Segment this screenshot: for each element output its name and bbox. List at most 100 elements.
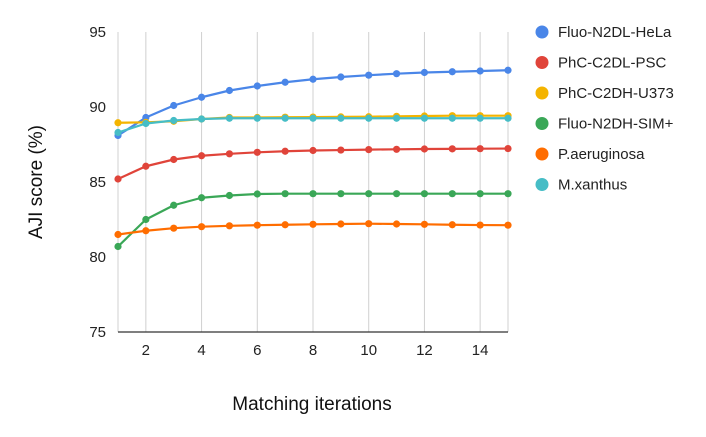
- data-point-PhC-C2DL-PSC-15: [504, 144, 512, 153]
- data-point-M.xanthus-10: [365, 114, 373, 122]
- data-point-M.xanthus-8: [309, 114, 317, 122]
- data-point-P.aeruginosa-13: [448, 221, 456, 229]
- data-point-P.aeruginosa-4: [197, 223, 206, 231]
- data-point-M.xanthus-14: [476, 114, 484, 122]
- data-point-Fluo-N2DL-HeLa-8: [309, 75, 317, 83]
- data-point-Fluo-N2DH-SIM+-10: [365, 190, 373, 198]
- legend-marker-M.xanthus: [535, 178, 549, 191]
- data-point-Fluo-N2DH-SIM+-14: [476, 190, 484, 198]
- data-point-PhC-C2DL-PSC-14: [476, 145, 484, 153]
- data-point-M.xanthus-11: [392, 114, 401, 122]
- data-point-Fluo-N2DL-HeLa-13: [448, 68, 456, 76]
- series-M.xanthus: [114, 114, 512, 137]
- data-point-Fluo-N2DL-HeLa-3: [170, 101, 178, 110]
- data-point-Fluo-N2DL-HeLa-4: [197, 93, 206, 101]
- data-point-P.aeruginosa-8: [309, 220, 317, 228]
- y-tick-label-90: 90: [89, 99, 106, 116]
- x-axis-ticks: 2 4 6 8 10 12 14: [142, 342, 489, 359]
- legend-label-PhC-C2DH-U373: PhC-C2DH-U373: [558, 85, 674, 102]
- series-Fluo-N2DH-SIM+: [114, 190, 512, 251]
- x-tick-label-12: 12: [416, 342, 433, 359]
- data-point-Fluo-N2DH-SIM+-4: [197, 194, 206, 202]
- data-point-M.xanthus-12: [420, 114, 429, 122]
- data-point-PhC-C2DL-PSC-9: [337, 146, 345, 154]
- legend: Fluo-N2DL-HeLa PhC-C2DL-PSC PhC-C2DH-U373 F…: [535, 24, 674, 194]
- y-axis-title: AJI score (%): [26, 125, 47, 239]
- data-point-Fluo-N2DH-SIM+-13: [448, 190, 456, 198]
- data-point-PhC-C2DL-PSC-13: [448, 145, 456, 153]
- data-point-M.xanthus-9: [337, 114, 345, 122]
- data-point-Fluo-N2DH-SIM+-15: [504, 190, 512, 198]
- data-point-M.xanthus-13: [448, 114, 456, 122]
- data-point-Fluo-N2DL-HeLa-10: [365, 71, 373, 79]
- x-tick-label-6: 6: [253, 342, 261, 359]
- x-tick-label-8: 8: [309, 342, 317, 359]
- data-point-Fluo-N2DH-SIM+-9: [337, 190, 345, 198]
- data-point-Fluo-N2DL-HeLa-14: [476, 67, 484, 75]
- data-point-Fluo-N2DH-SIM+-12: [420, 190, 429, 198]
- data-point-P.aeruginosa-9: [337, 220, 345, 228]
- data-point-P.aeruginosa-10: [365, 220, 373, 228]
- legend-label-Fluo-N2DL-HeLa: Fluo-N2DL-HeLa: [558, 24, 672, 41]
- data-point-Fluo-N2DH-SIM+-3: [170, 201, 178, 209]
- data-point-PhC-C2DL-PSC-6: [253, 148, 261, 156]
- y-tick-label-75: 75: [89, 324, 106, 341]
- data-point-P.aeruginosa-7: [281, 221, 289, 229]
- legend-label-M.xanthus: M.xanthus: [558, 177, 627, 194]
- legend-marker-Fluo-N2DL-HeLa: [535, 25, 549, 39]
- data-point-Fluo-N2DH-SIM+-2: [142, 215, 150, 224]
- data-point-M.xanthus-1: [114, 128, 122, 137]
- data-point-P.aeruginosa-3: [170, 224, 178, 232]
- data-point-M.xanthus-5: [225, 114, 234, 122]
- x-axis-title: Matching iterations: [232, 394, 391, 415]
- x-tick-label-14: 14: [472, 342, 489, 359]
- x-tick-label-10: 10: [360, 342, 377, 359]
- data-point-Fluo-N2DL-HeLa-15: [504, 66, 512, 74]
- data-point-P.aeruginosa-6: [253, 221, 261, 229]
- data-point-M.xanthus-3: [170, 116, 178, 125]
- legend-marker-PhC-C2DH-U373: [535, 86, 549, 100]
- y-tick-label-80: 80: [89, 249, 106, 266]
- data-point-PhC-C2DL-PSC-10: [365, 146, 373, 154]
- legend-label-P.aeruginosa: P.aeruginosa: [558, 146, 645, 163]
- series-group: [114, 66, 512, 251]
- y-tick-label-95: 95: [89, 24, 106, 41]
- data-point-M.xanthus-15: [504, 114, 512, 122]
- data-point-P.aeruginosa-5: [225, 222, 234, 230]
- data-point-PhC-C2DL-PSC-5: [225, 150, 234, 158]
- legend-label-Fluo-N2DH-SIM+: Fluo-N2DH-SIM+: [558, 116, 674, 133]
- legend-marker-PhC-C2DL-PSC: [535, 56, 549, 69]
- data-point-Fluo-N2DH-SIM+-6: [253, 190, 261, 198]
- legend-marker-Fluo-N2DH-SIM+: [535, 117, 549, 130]
- data-point-M.xanthus-7: [281, 114, 289, 122]
- data-point-P.aeruginosa-11: [392, 220, 401, 228]
- series-PhC-C2DL-PSC: [114, 144, 512, 183]
- data-point-PhC-C2DL-PSC-4: [197, 152, 206, 160]
- y-tick-label-85: 85: [89, 174, 106, 191]
- data-point-PhC-C2DL-PSC-11: [392, 145, 401, 153]
- data-point-P.aeruginosa-12: [420, 220, 429, 228]
- data-point-P.aeruginosa-15: [504, 221, 512, 229]
- data-point-PhC-C2DL-PSC-2: [142, 162, 150, 170]
- x-tick-label-2: 2: [142, 342, 150, 359]
- y-axis-ticks: 75 80 85 90 95: [89, 24, 106, 341]
- data-point-P.aeruginosa-2: [142, 227, 150, 235]
- data-point-Fluo-N2DL-HeLa-5: [225, 86, 234, 95]
- data-point-M.xanthus-6: [253, 114, 261, 122]
- data-point-PhC-C2DL-PSC-1: [114, 175, 122, 183]
- data-point-PhC-C2DL-PSC-7: [281, 147, 289, 155]
- legend-marker-P.aeruginosa: [535, 147, 549, 161]
- data-point-PhC-C2DL-PSC-8: [309, 146, 317, 155]
- data-point-Fluo-N2DH-SIM+-7: [281, 190, 289, 198]
- legend-label-PhC-C2DL-PSC: PhC-C2DL-PSC: [558, 55, 667, 72]
- data-point-Fluo-N2DH-SIM+-5: [225, 191, 234, 200]
- data-point-P.aeruginosa-14: [476, 221, 484, 229]
- data-point-Fluo-N2DL-HeLa-11: [392, 70, 401, 78]
- data-point-Fluo-N2DL-HeLa-12: [420, 68, 429, 77]
- x-tick-label-4: 4: [197, 342, 205, 359]
- data-point-Fluo-N2DL-HeLa-7: [281, 78, 289, 86]
- series-P.aeruginosa: [114, 220, 512, 239]
- data-point-PhC-C2DL-PSC-3: [170, 155, 178, 164]
- data-point-Fluo-N2DH-SIM+-1: [114, 242, 122, 251]
